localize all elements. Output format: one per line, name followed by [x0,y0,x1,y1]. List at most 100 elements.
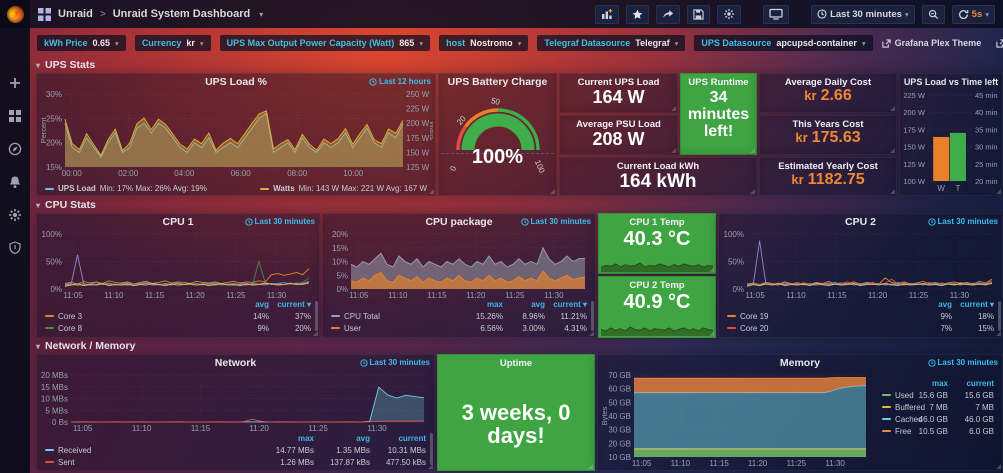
legend-col-header[interactable]: avg [255,299,269,309]
legend-series-name[interactable]: Free [895,426,912,436]
legend-scrollbar[interactable] [998,301,1001,331]
server-admin-shield-icon[interactable] [8,241,22,255]
panel-title[interactable]: CPU 1 [162,216,194,228]
star-dashboard-button[interactable] [626,4,650,24]
gauge-threshold-line [441,153,554,154]
legend-col-header[interactable]: current ▾ [960,299,994,309]
variable-dropdown[interactable]: UPS Max Output Power Capacity (Watt) 865 ▾ [219,35,431,51]
dashboard-caret-icon[interactable]: ▾ [259,9,264,19]
legend-series-name[interactable]: Core 8 [58,323,83,333]
panel-time-override[interactable]: Last 30 minutes [244,217,315,226]
legend-col-header[interactable]: avg [356,433,370,443]
legend-scrollbar[interactable] [591,301,594,331]
stat-title[interactable]: CPU 2 Temp [629,280,685,291]
stat-title[interactable]: UPS Runtime [688,77,749,88]
breadcrumb-folder[interactable]: Unraid [58,8,93,20]
legend-row: Buffered 7 MB 7 MB [882,401,994,413]
stat-title[interactable]: Estimated Yearly Cost [778,161,878,172]
add-panel-button[interactable] [595,4,620,24]
gauge-tick-50: 50 [490,96,501,107]
legend-scrollbar[interactable] [315,301,318,331]
stat-title[interactable]: This Years Cost [792,119,864,130]
legend-series-name[interactable]: Received [58,445,92,455]
legend-series-name[interactable]: Cached [895,414,923,424]
settings-gear-icon[interactable] [8,208,22,222]
cpu1-chart[interactable]: 11:05 11:10 11:15 11:20 11:25 11:30 0% 50% 100% [39,230,317,300]
time-range-picker[interactable]: Last 30 minutes ▾ [811,4,915,24]
legend-col-header[interactable]: max [297,433,314,443]
stat-title[interactable]: Uptime [499,358,533,369]
legend-col-header[interactable]: current ▾ [553,299,587,309]
legend-row: Core 19 9% 18% [727,310,994,322]
variable-dropdown[interactable]: UPS Datasource apcupsd-container ▾ [694,35,873,51]
add-icon[interactable] [8,76,22,90]
legend-series-name[interactable]: CPU Total [344,311,380,321]
svg-text:11:10: 11:10 [132,424,152,433]
panel-time-override[interactable]: Last 30 minutes [927,217,998,226]
legend-series-name[interactable]: Watts [273,184,295,193]
kiosk-mode-button[interactable] [763,4,790,24]
stat-title[interactable]: CPU 1 Temp [629,217,685,228]
legend-col-header[interactable]: max [486,299,503,309]
legend-col-header[interactable]: avg [938,299,952,309]
dashboard-link[interactable]: Setting up Grafana and InfluxDB for UPS … [996,38,1003,48]
variable-dropdown[interactable]: Telegraf Datasource Telegraf ▾ [537,35,686,51]
save-dashboard-button[interactable] [687,4,711,24]
row-header-network-memory[interactable]: ▾ Network / Memory [36,340,136,352]
panel-time-override[interactable]: Last 30 minutes [520,217,591,226]
legend-series-name[interactable]: Core 20 [740,323,769,333]
stat-title[interactable]: Current UPS Load [577,77,660,88]
legend-col-header[interactable]: avg [531,299,545,309]
ups-bar-chart[interactable]: 225 W 200 W 175 W 150 W 125 W 100 W 45 min 40 m… [901,90,1001,193]
breadcrumb-dashboard-title[interactable]: Unraid System Dashboard [112,8,251,20]
explore-compass-icon[interactable] [8,142,22,156]
legend-series-name[interactable]: UPS Load [58,184,96,193]
panel-title[interactable]: CPU package [425,216,493,228]
memory-chart[interactable]: 11:05 11:10 11:15 11:20 11:25 11:30 10 GB 20 GB… [600,371,872,468]
variable-dropdown[interactable]: Currency kr ▾ [134,35,211,51]
panel-title[interactable]: Network [214,357,257,369]
panel-title[interactable]: Memory [779,357,821,369]
stat-title[interactable]: Average Daily Cost [784,77,872,88]
panel-title[interactable]: UPS Load vs Time left [903,77,999,87]
legend-col-header[interactable]: current ▾ [277,299,311,309]
panel-title[interactable]: UPS Load % [205,76,267,88]
svg-text:70 GB: 70 GB [608,371,631,380]
legend-col-header[interactable]: current [966,378,994,388]
ups-load-chart[interactable]: 00:00 02:00 04:00 06:00 08:00 10:00 15% 20% 25% 3… [39,90,433,178]
row-header-ups-stats[interactable]: ▾ UPS Stats [36,59,96,71]
legend-series-name[interactable]: Sent [58,457,75,467]
refresh-button[interactable]: 5s ▾ [951,4,995,24]
stat-title[interactable]: Current Load kWh [616,161,700,172]
share-dashboard-button[interactable] [656,4,681,24]
variable-dropdown[interactable]: host Nostromo ▾ [439,35,529,51]
zoom-out-button[interactable] [921,4,945,24]
dashboard-settings-button[interactable] [717,4,742,24]
panel-time-override[interactable]: Last 12 hours [369,77,431,86]
legend-col-header[interactable]: max [931,378,948,388]
svg-text:11:25: 11:25 [226,291,246,300]
svg-text:W: W [937,184,945,193]
legend-col-header[interactable]: current [398,433,426,443]
panel-title[interactable]: UPS Battery Charge [447,76,548,88]
panel-time-override[interactable]: Last 30 minutes [927,358,998,367]
dashboard-link[interactable]: Grafana Plex Theme [882,38,981,48]
legend-scrollbar[interactable] [430,433,433,465]
row-header-cpu-stats[interactable]: ▾ CPU Stats [36,199,96,211]
cpu2-chart[interactable]: 11:05 11:10 11:15 11:20 11:25 11:30 0% 50% 100% [721,230,1000,300]
network-chart[interactable]: 11:05 11:10 11:15 11:20 11:25 11:30 0 Bs 5 MBs 1… [39,371,432,433]
variable-dropdown[interactable]: kWh Price 0.65 ▾ [37,35,126,51]
legend-series-name[interactable]: Used [895,390,914,400]
legend-series-name[interactable]: Core 19 [740,311,769,321]
alerting-bell-icon[interactable] [8,175,22,189]
panel-title[interactable]: CPU 2 [845,216,876,228]
grafana-logo[interactable] [0,0,30,28]
panel-ups-load-vs-time-left: UPS Load vs Time left 225 W 200 W 175 W 150… [899,73,1003,196]
legend-series-name[interactable]: Buffered [895,402,926,412]
cpu-package-chart[interactable]: 11:05 11:10 11:15 11:20 11:25 11:30 0% 5% 10% 15%… [325,230,593,300]
dashboards-icon[interactable] [8,109,22,123]
legend-series-name[interactable]: User [344,323,361,333]
stat-title[interactable]: Average PSU Load [576,119,661,130]
panel-time-override[interactable]: Last 30 minutes [359,358,430,367]
legend-series-name[interactable]: Core 3 [58,311,83,321]
